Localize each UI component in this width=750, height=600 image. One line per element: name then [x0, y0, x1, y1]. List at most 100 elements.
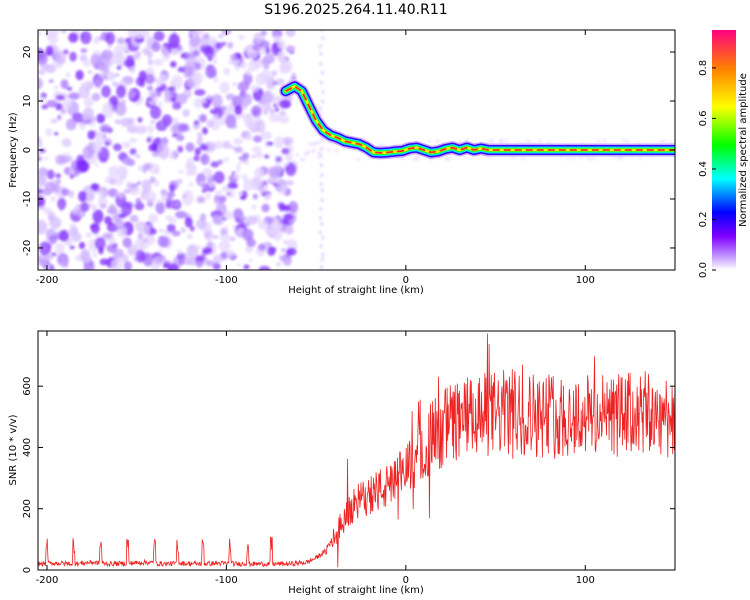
- noise-blob: [511, 156, 516, 160]
- noise-blob: [183, 72, 188, 78]
- noise-blob: [188, 182, 194, 187]
- noise-blob: [263, 54, 275, 65]
- noise-blob: [199, 213, 207, 222]
- noise-blob: [46, 100, 58, 108]
- x-tick-label: -100: [215, 575, 238, 586]
- noise-blob: [150, 254, 155, 257]
- noise-blob: [90, 224, 95, 229]
- noise-blob: [175, 178, 183, 185]
- noise-blob: [120, 117, 131, 127]
- noise-blob: [270, 220, 283, 231]
- noise-blob: [225, 114, 237, 129]
- noise-blob: [241, 152, 250, 160]
- noise-blobs: [38, 30, 673, 270]
- noise-blob: [158, 101, 163, 108]
- noise-blob: [194, 147, 201, 156]
- spectrogram-x-ticks: -200 -100 0 100: [36, 30, 595, 286]
- noise-blob: [281, 99, 292, 109]
- noise-blob: [102, 65, 110, 75]
- noise-blob: [250, 84, 259, 92]
- noise-blob: [113, 176, 124, 186]
- noise-blob: [161, 114, 173, 127]
- noise-blob: [107, 44, 112, 49]
- snr-panel: -200 -100 0 100 0 200 400 600 Height of straig…: [8, 330, 676, 596]
- noise-blob: [310, 149, 315, 153]
- noise-blob: [62, 137, 71, 147]
- noise-blob: [123, 261, 133, 270]
- noise-blob: [96, 113, 106, 124]
- noise-blob: [207, 181, 216, 188]
- noise-blob: [263, 110, 268, 115]
- noise-blob: [258, 243, 266, 251]
- noise-blob: [317, 155, 322, 159]
- noise-blob: [61, 30, 67, 34]
- noise-blob: [162, 49, 171, 61]
- noise-blob: [239, 195, 246, 200]
- noise-blob: [217, 33, 224, 39]
- noise-blob: [99, 124, 111, 133]
- noise-blob: [51, 183, 61, 194]
- noise-blob: [83, 97, 94, 107]
- y-tick-label: 200: [22, 499, 33, 518]
- noise-blob: [175, 211, 187, 219]
- colorbar-label: Normalized spectral amplitude: [738, 73, 749, 227]
- noise-blob: [72, 207, 78, 215]
- noise-blob: [271, 81, 278, 86]
- noise-blob: [184, 216, 193, 228]
- noise-blob: [155, 201, 165, 215]
- noise-blob: [38, 153, 42, 157]
- noise-blob: [157, 249, 163, 253]
- noise-blob: [38, 77, 44, 90]
- noise-blob: [48, 235, 57, 245]
- noise-blob: [212, 58, 218, 65]
- noise-blob: [82, 113, 90, 122]
- noise-blob: [148, 213, 159, 224]
- noise-blob: [321, 252, 325, 257]
- noise-blob: [238, 34, 245, 40]
- noise-blob: [112, 81, 118, 87]
- noise-blob: [213, 77, 219, 83]
- noise-blob: [141, 179, 152, 193]
- noise-blob: [281, 147, 290, 155]
- noise-blob: [154, 179, 160, 187]
- noise-blob: [129, 137, 138, 143]
- noise-blob: [94, 237, 106, 250]
- noise-blob: [319, 207, 323, 212]
- snr-series-line: [38, 333, 675, 568]
- noise-blob: [212, 214, 222, 225]
- noise-blob: [205, 94, 212, 99]
- noise-blob: [79, 123, 86, 130]
- noise-blob: [161, 46, 167, 51]
- noise-blob: [97, 246, 104, 255]
- noise-blob: [122, 141, 131, 149]
- noise-blob: [252, 193, 258, 199]
- noise-blob: [271, 246, 277, 253]
- noise-blob: [69, 51, 77, 62]
- noise-blob: [277, 40, 286, 50]
- noise-blob: [87, 70, 93, 74]
- noise-blob: [54, 242, 65, 255]
- noise-blob: [193, 119, 199, 126]
- noise-blob: [116, 84, 126, 99]
- noise-blob: [602, 139, 607, 143]
- colorbar-tick-label: 0.8: [698, 60, 709, 76]
- noise-blob: [232, 95, 243, 109]
- noise-blob: [130, 66, 136, 74]
- noise-blob: [211, 93, 223, 109]
- noise-blob: [175, 93, 188, 105]
- noise-blob: [91, 203, 98, 212]
- y-tick-label: 20: [22, 46, 33, 59]
- noise-blob: [171, 133, 178, 138]
- noise-blob: [253, 39, 259, 44]
- noise-blob: [171, 230, 181, 237]
- noise-blob: [149, 119, 156, 124]
- noise-blob: [268, 166, 281, 179]
- colorbar-tick-label: 0.4: [698, 161, 709, 177]
- noise-blob: [242, 173, 248, 181]
- noise-blob: [70, 232, 82, 242]
- noise-blob: [244, 160, 249, 166]
- noise-blob: [39, 148, 46, 153]
- noise-blob: [177, 66, 186, 73]
- noise-blob: [124, 49, 130, 54]
- noise-blob: [611, 155, 616, 159]
